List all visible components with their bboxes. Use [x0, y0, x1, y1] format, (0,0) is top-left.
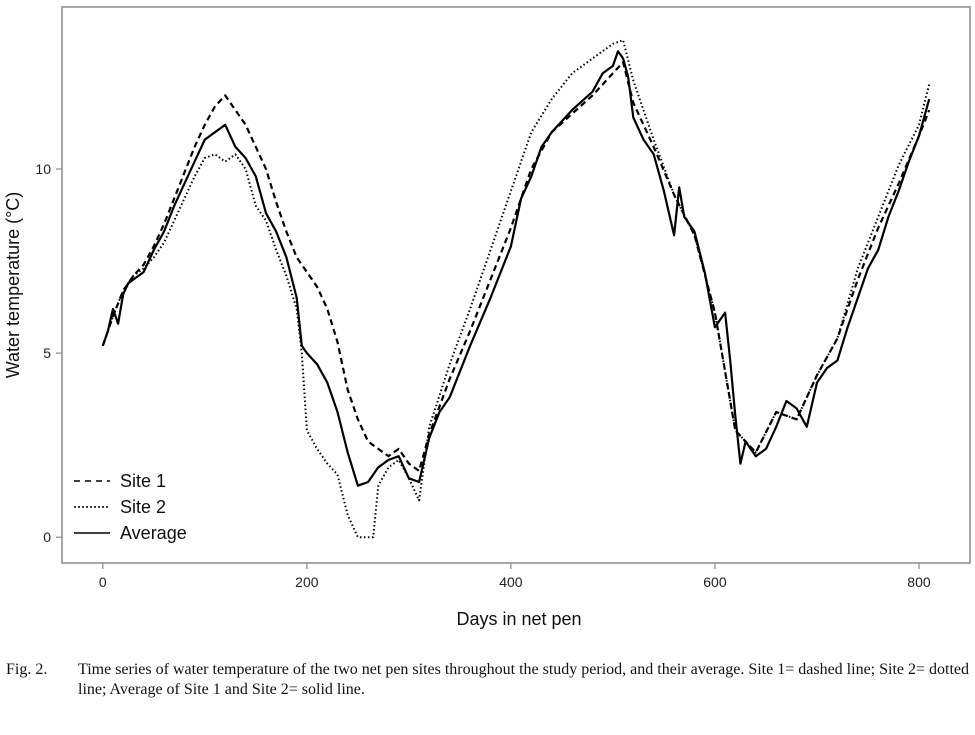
series-line-site-1 — [101, 61, 931, 472]
x-tick-label: 600 — [703, 574, 727, 590]
series-layer — [101, 39, 931, 539]
plot-frame — [61, 6, 971, 564]
y-tick-label: 10 — [35, 161, 51, 177]
legend-label-site-1: Site 1 — [120, 471, 166, 491]
y-tick-label: 5 — [43, 345, 51, 361]
y-axis: 0 5 10 — [35, 161, 62, 545]
figure-caption: Fig. 2. Time series of water temperature… — [6, 660, 972, 700]
x-tick-label: 400 — [499, 574, 523, 590]
y-tick-label: 0 — [43, 529, 51, 545]
series-line-site-2 — [101, 39, 931, 539]
x-axis-title: Days in net pen — [456, 609, 581, 629]
x-tick-label: 200 — [295, 574, 319, 590]
legend: Site 1 Site 2 Average — [74, 471, 187, 543]
legend-label-site-2: Site 2 — [120, 497, 166, 517]
temperature-time-series-chart: 0 200 400 600 800 0 5 10 Days in net pen Water… — [3, 6, 971, 629]
caption-text: Time series of water temperature of the … — [78, 661, 970, 698]
y-axis-title: Water temperature (°C) — [3, 192, 23, 379]
figure-label: Fig. 2. — [6, 661, 48, 678]
x-tick-label: 800 — [907, 574, 931, 590]
legend-label-average: Average — [120, 523, 187, 543]
series-line-average — [101, 50, 931, 487]
x-tick-label: 0 — [99, 574, 107, 590]
x-axis: 0 200 400 600 800 — [99, 563, 931, 590]
